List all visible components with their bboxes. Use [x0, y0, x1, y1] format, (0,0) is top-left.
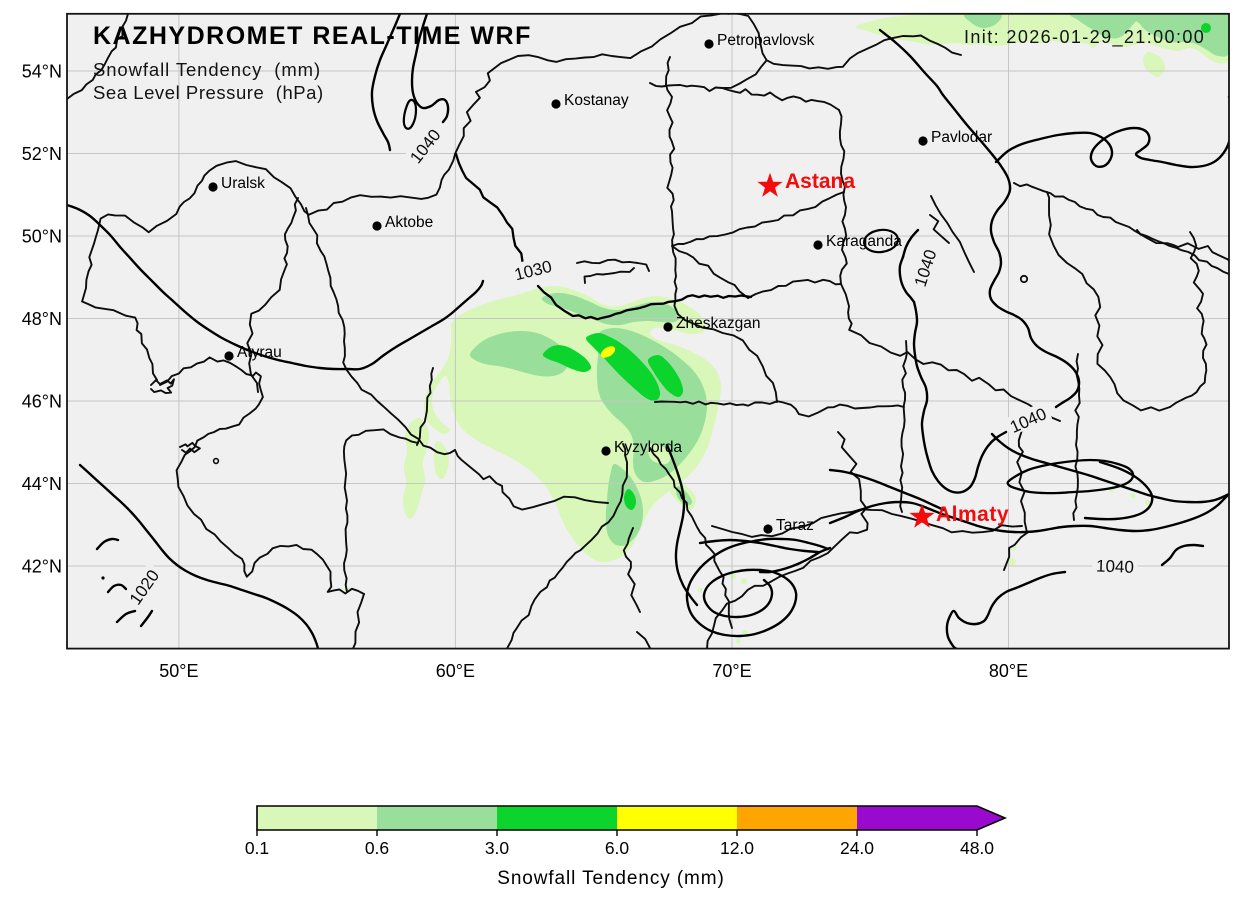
svg-text:3.0: 3.0: [485, 838, 510, 858]
svg-text:Snowfall Tendency (mm): Snowfall Tendency (mm): [93, 59, 321, 80]
svg-text:1040: 1040: [1096, 556, 1134, 576]
svg-text:Uralsk: Uralsk: [221, 175, 265, 192]
svg-text:52°N: 52°N: [22, 144, 62, 164]
svg-text:60°E: 60°E: [436, 661, 475, 681]
svg-text:Kyzylorda: Kyzylorda: [614, 439, 682, 456]
svg-text:6.0: 6.0: [605, 838, 630, 858]
svg-text:Petropavlovsk: Petropavlovsk: [717, 32, 815, 49]
svg-text:48°N: 48°N: [22, 309, 62, 329]
svg-text:48.0: 48.0: [960, 838, 994, 858]
svg-text:Taraz: Taraz: [776, 517, 814, 534]
svg-text:KAZHYDROMET REAL-TIME WRF: KAZHYDROMET REAL-TIME WRF: [93, 22, 532, 50]
svg-text:Pavlodar: Pavlodar: [931, 129, 992, 146]
svg-text:50°E: 50°E: [159, 661, 198, 681]
svg-text:Sea Level Pressure (hPa): Sea Level Pressure (hPa): [93, 82, 324, 103]
svg-text:Atyrau: Atyrau: [237, 344, 282, 361]
svg-text:46°N: 46°N: [22, 392, 62, 412]
svg-text:44°N: 44°N: [22, 474, 62, 494]
svg-text:Init: 2026-01-29_21:00:00: Init: 2026-01-29_21:00:00: [964, 27, 1205, 48]
svg-text:Zheskazgan: Zheskazgan: [676, 315, 760, 332]
svg-text:24.0: 24.0: [840, 838, 874, 858]
svg-text:0.1: 0.1: [245, 838, 269, 858]
svg-text:Snowfall Tendency (mm): Snowfall Tendency (mm): [497, 868, 724, 889]
svg-text:80°E: 80°E: [989, 661, 1028, 681]
svg-text:42°N: 42°N: [22, 557, 62, 577]
svg-text:50°N: 50°N: [22, 227, 62, 247]
svg-text:70°E: 70°E: [712, 661, 751, 681]
svg-text:0.6: 0.6: [365, 838, 389, 858]
svg-text:Karaganda: Karaganda: [826, 233, 902, 250]
svg-text:54°N: 54°N: [22, 62, 62, 82]
svg-text:12.0: 12.0: [720, 838, 754, 858]
svg-text:Aktobe: Aktobe: [385, 214, 433, 231]
svg-text:Kostanay: Kostanay: [564, 92, 629, 109]
svg-text:Astana: Astana: [785, 170, 855, 193]
svg-text:Almaty: Almaty: [936, 503, 1009, 526]
